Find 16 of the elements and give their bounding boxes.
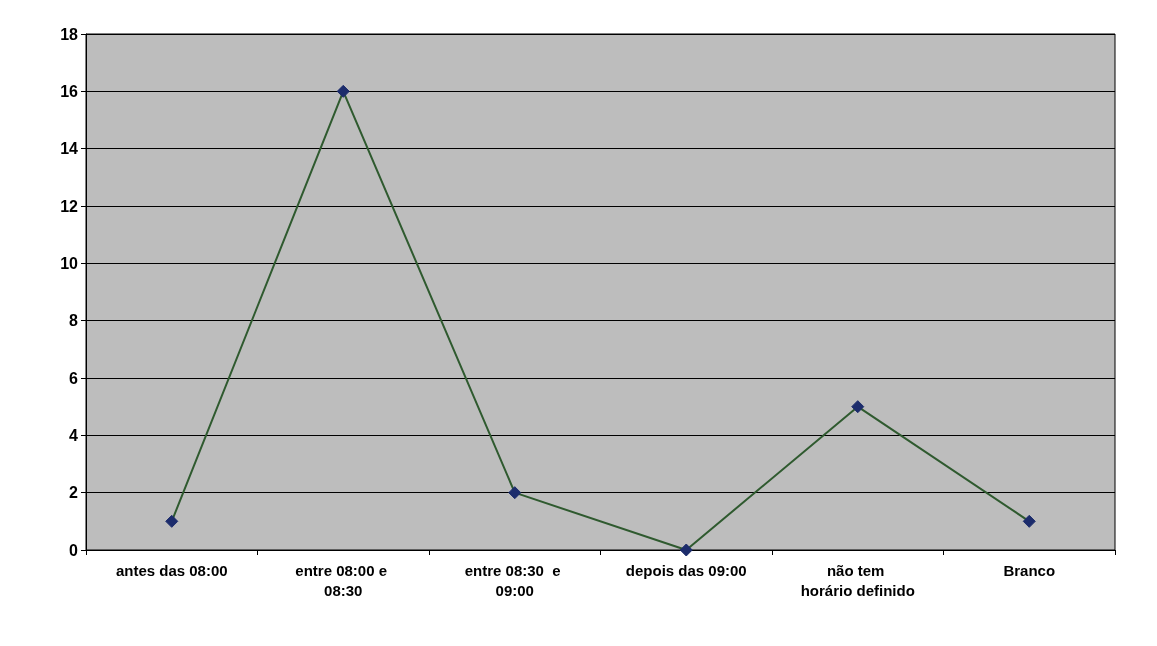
x-tick-label: depois das 09:00	[625, 561, 747, 579]
y-tick-label: 12	[60, 197, 79, 215]
x-tick-label: antes das 08:00	[115, 561, 228, 579]
y-tick-label: 0	[69, 541, 79, 559]
x-tick-label: entre 08:30 e 09:00	[464, 561, 565, 599]
y-tick-label: 18	[60, 25, 79, 43]
y-tick-label: 6	[69, 369, 79, 387]
y-tick-label: 8	[69, 312, 79, 330]
y-tick-label: 2	[69, 484, 79, 502]
y-tick-label: 10	[60, 254, 79, 272]
x-tick-label: não tem horário definido	[800, 561, 915, 599]
x-tick-label: entre 08:00 e 08:30	[295, 561, 392, 599]
y-tick-label: 14	[60, 140, 79, 158]
y-tick-label: 4	[69, 426, 79, 444]
y-tick-label: 16	[60, 82, 79, 100]
x-tick-label: Branco	[1003, 561, 1056, 579]
